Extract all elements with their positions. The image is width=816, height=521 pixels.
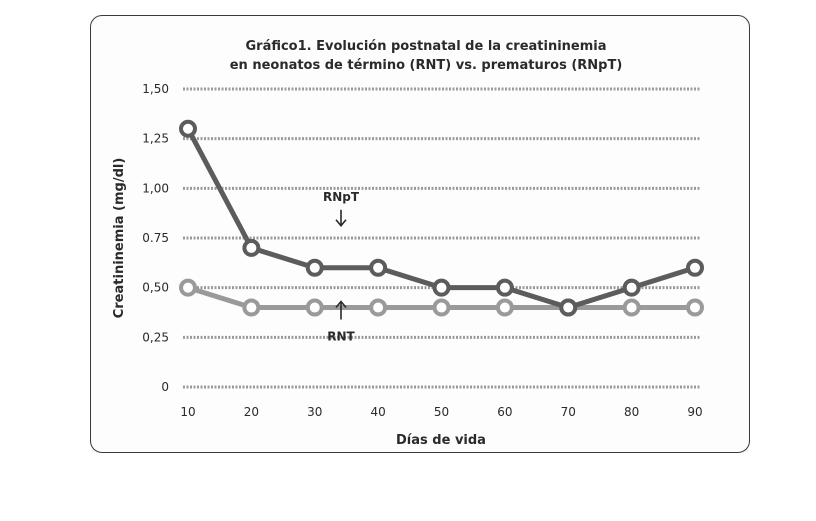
y-tick-label: 0 (161, 380, 169, 394)
chart-svg: Gráfico1. Evolución postnatal de la crea… (112, 39, 704, 448)
point-rnt (432, 298, 451, 317)
point-rnpt (369, 258, 388, 277)
point-rnpt (559, 298, 578, 317)
x-axis-label: Días de vida (396, 433, 486, 448)
series-layer (179, 119, 704, 317)
x-tick-label: 80 (624, 405, 639, 419)
annotation-arrowhead-rnt (335, 300, 347, 309)
annotation-rnpt: RNpT (323, 190, 360, 204)
x-tick-label: 10 (180, 405, 195, 419)
point-rnpt (495, 278, 514, 297)
point-rnpt (242, 238, 261, 257)
x-tick-label: 90 (687, 405, 702, 419)
point-rnt (686, 298, 704, 317)
point-rnt (495, 298, 514, 317)
x-tick-labels: 10 20 30 40 50 60 70 80 90 (180, 405, 702, 419)
point-rnt (305, 298, 324, 317)
y-tick-label: 1,25 (142, 132, 169, 146)
grid-layer (183, 87, 700, 389)
point-rnt (622, 298, 641, 317)
chart-title-line-1: Gráfico1. Evolución postnatal de la crea… (245, 39, 606, 54)
x-tick-label: 20 (244, 405, 259, 419)
point-rnpt (179, 119, 197, 138)
y-tick-label: 1,50 (142, 82, 169, 96)
annotation-rnt: RNT (327, 330, 355, 344)
y-tick-labels: 0 0,25 0,50 0.75 1,00 1,25 1,50 (142, 82, 169, 394)
y-tick-label: 0.75 (142, 231, 169, 245)
y-tick-label: 0,50 (142, 281, 169, 295)
point-rnpt (305, 258, 324, 277)
x-tick-label: 40 (370, 405, 385, 419)
point-rnpt (432, 278, 451, 297)
annotation-arrowhead-rnpt (335, 219, 347, 228)
point-rnt (179, 278, 197, 297)
y-axis-label: Creatininemia (mg/dl) (112, 158, 127, 319)
point-rnt (242, 298, 261, 317)
x-tick-label: 50 (434, 405, 449, 419)
y-tick-label: 1,00 (142, 181, 169, 195)
x-tick-label: 30 (307, 405, 322, 419)
point-rnpt (622, 278, 641, 297)
point-rnpt (686, 258, 704, 277)
point-rnt (369, 298, 388, 317)
x-tick-label: 70 (561, 405, 576, 419)
annotation-layer: RNpT RNT (323, 190, 360, 344)
chart-frame: Gráfico1. Evolución postnatal de la crea… (90, 15, 750, 453)
x-tick-label: 60 (497, 405, 512, 419)
y-tick-label: 0,25 (142, 330, 169, 344)
chart-title-line-2: en neonatos de término (RNT) vs. prematu… (230, 58, 623, 73)
